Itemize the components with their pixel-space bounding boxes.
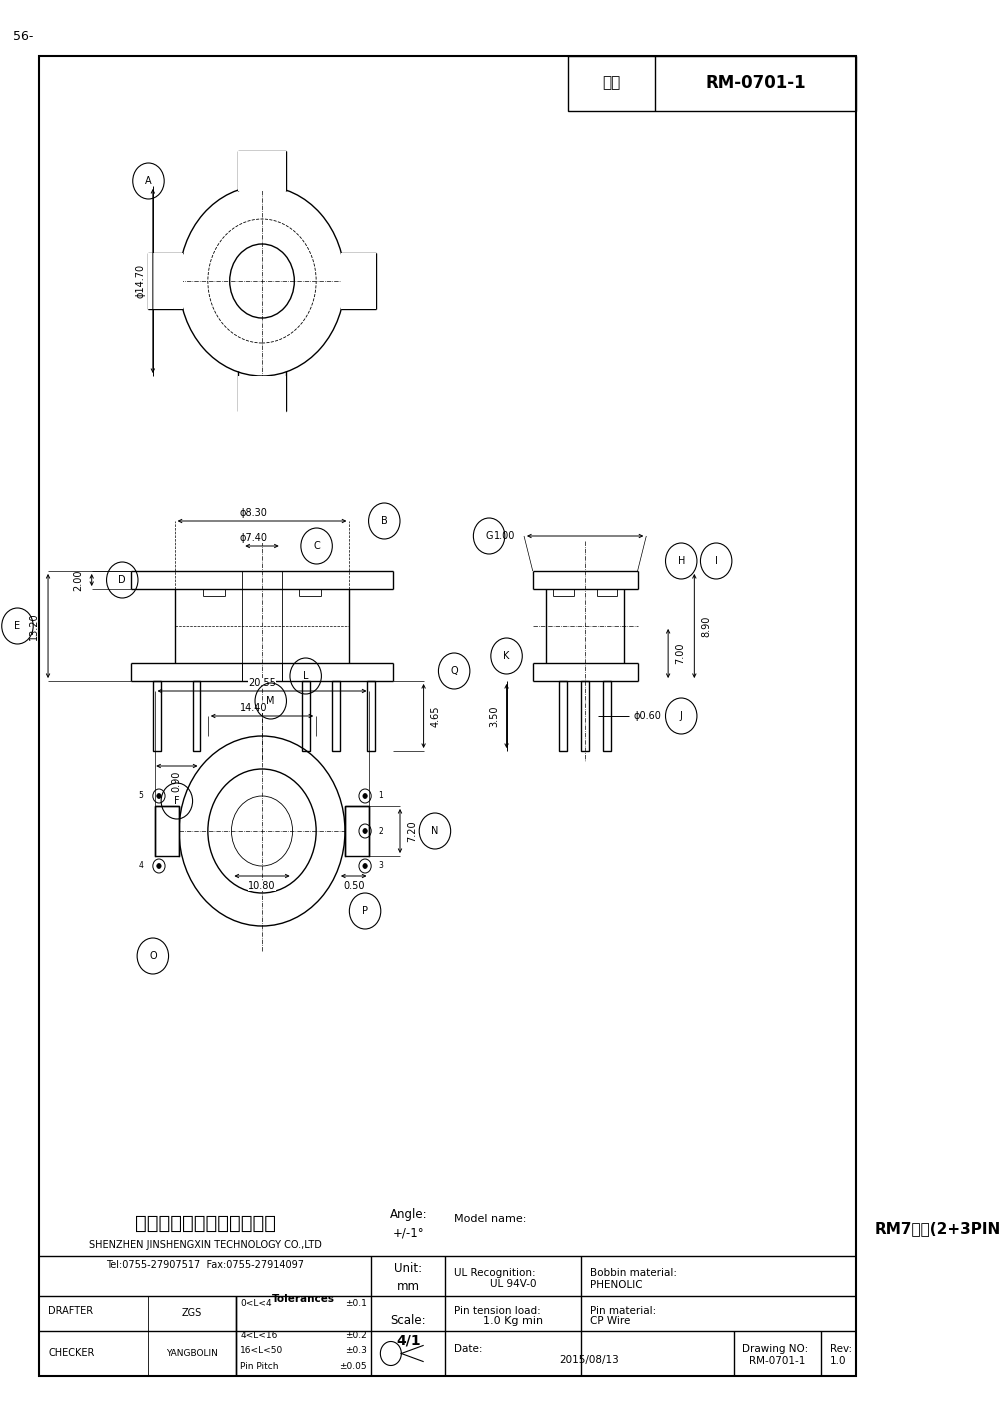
Bar: [148, 254, 183, 310]
Text: CHECKER: CHECKER: [48, 1349, 94, 1359]
Text: F: F: [174, 796, 180, 806]
Text: ZGS: ZGS: [182, 1309, 202, 1318]
Circle shape: [157, 863, 161, 869]
Text: 56-: 56-: [13, 29, 33, 42]
Text: ±0.05: ±0.05: [339, 1362, 367, 1372]
Text: CP Wire: CP Wire: [590, 1317, 630, 1327]
Bar: [332, 681, 340, 751]
Text: 深圳市金盛鑫科技有限公司: 深圳市金盛鑫科技有限公司: [135, 1215, 276, 1233]
Text: Model name:: Model name:: [454, 1213, 527, 1223]
Bar: [193, 681, 200, 751]
Text: K: K: [503, 651, 510, 661]
Text: M: M: [266, 696, 275, 706]
Bar: [345, 806, 369, 856]
Text: 7.00: 7.00: [675, 643, 685, 664]
Text: 1.00: 1.00: [494, 531, 515, 541]
Text: Unit:: Unit:: [394, 1262, 422, 1290]
Text: E: E: [14, 621, 21, 630]
Text: 0<L<4: 0<L<4: [240, 1300, 272, 1309]
Text: L: L: [303, 671, 308, 681]
Text: Rev:: Rev:: [830, 1344, 852, 1353]
Text: D: D: [118, 574, 126, 586]
Text: Scale:: Scale:: [390, 1314, 426, 1328]
Text: 4<L<16: 4<L<16: [240, 1331, 278, 1341]
Bar: [568, 56, 856, 111]
Text: P: P: [362, 906, 368, 916]
Text: G: G: [485, 531, 493, 541]
Text: 14.40: 14.40: [240, 703, 267, 713]
Text: ϕ14.70: ϕ14.70: [136, 263, 146, 298]
Text: Pin Pitch: Pin Pitch: [240, 1362, 279, 1372]
Text: ϕ0.60: ϕ0.60: [633, 710, 661, 722]
Text: 20.55: 20.55: [248, 678, 276, 688]
Text: Drawing NO:: Drawing NO:: [742, 1344, 809, 1353]
Bar: [367, 681, 375, 751]
Text: SHENZHEN JINSHENGXIN TECHNOLOGY CO.,LTD: SHENZHEN JINSHENGXIN TECHNOLOGY CO.,LTD: [89, 1240, 322, 1251]
Bar: [238, 375, 286, 416]
Circle shape: [363, 828, 367, 834]
Text: I: I: [715, 556, 718, 566]
Text: 2015/08/13: 2015/08/13: [560, 1356, 619, 1366]
Text: ±0.2: ±0.2: [345, 1331, 367, 1341]
Text: Angle:
+/-1°: Angle: +/-1°: [389, 1208, 427, 1238]
Text: 1: 1: [378, 792, 383, 800]
Text: Date:: Date:: [454, 1344, 483, 1353]
Text: 16<L<50: 16<L<50: [240, 1346, 283, 1355]
Text: 1.0 Kg min: 1.0 Kg min: [483, 1317, 543, 1327]
Text: A: A: [145, 177, 152, 186]
Text: Pin material:: Pin material:: [590, 1306, 656, 1316]
Text: 3.50: 3.50: [490, 705, 500, 727]
Text: Tel:0755-27907517  Fax:0755-27914097: Tel:0755-27907517 Fax:0755-27914097: [106, 1261, 304, 1271]
Text: C: C: [313, 541, 320, 551]
Text: ϕ7.40: ϕ7.40: [239, 532, 267, 544]
Bar: [155, 806, 179, 856]
Bar: [603, 681, 611, 751]
Text: UL Recognition:: UL Recognition:: [454, 1268, 536, 1278]
Text: H: H: [678, 556, 685, 566]
Text: ϕ8.30: ϕ8.30: [239, 509, 267, 518]
Text: O: O: [149, 951, 157, 961]
Text: N: N: [431, 827, 439, 836]
Text: 2: 2: [378, 827, 383, 835]
Circle shape: [157, 793, 161, 799]
Circle shape: [363, 793, 367, 799]
Text: DRAFTER: DRAFTER: [48, 1306, 93, 1316]
Text: 0.90: 0.90: [172, 771, 182, 793]
Text: Tolerances: Tolerances: [272, 1295, 335, 1304]
Text: RM-0701-1: RM-0701-1: [749, 1356, 805, 1366]
Text: B: B: [381, 516, 388, 525]
Text: YANGBOLIN: YANGBOLIN: [166, 1349, 218, 1358]
Text: 2.00: 2.00: [73, 569, 83, 591]
Text: mm: mm: [397, 1279, 420, 1293]
Text: UL 94V-0: UL 94V-0: [490, 1279, 536, 1289]
Text: 0.50: 0.50: [343, 881, 364, 891]
Text: 1.0: 1.0: [830, 1356, 847, 1366]
Text: 5: 5: [138, 792, 143, 800]
Text: 10.80: 10.80: [248, 881, 276, 891]
Text: PHENOLIC: PHENOLIC: [590, 1281, 642, 1290]
Bar: [153, 681, 161, 751]
Text: Pin tension load:: Pin tension load:: [454, 1306, 541, 1316]
Text: RM7立式(2+3PIN): RM7立式(2+3PIN): [874, 1222, 1000, 1236]
Circle shape: [363, 863, 367, 869]
Text: 4: 4: [138, 862, 143, 870]
Text: Bobbin material:: Bobbin material:: [590, 1268, 677, 1278]
Text: 13.20: 13.20: [29, 612, 39, 640]
Text: 4.65: 4.65: [431, 705, 441, 727]
Text: Q: Q: [450, 665, 458, 677]
Text: 3: 3: [378, 862, 383, 870]
Text: ±0.1: ±0.1: [345, 1300, 367, 1309]
Bar: [559, 681, 567, 751]
Text: 型号: 型号: [602, 76, 620, 91]
Bar: [238, 151, 286, 191]
Bar: [302, 681, 310, 751]
Bar: [341, 254, 376, 310]
Text: ±0.3: ±0.3: [345, 1346, 367, 1355]
Text: 7.20: 7.20: [407, 820, 417, 842]
Text: 4/1: 4/1: [396, 1334, 421, 1348]
Text: J: J: [680, 710, 683, 722]
Text: RM-0701-1: RM-0701-1: [705, 74, 806, 92]
Text: 8.90: 8.90: [701, 615, 711, 636]
Bar: [581, 681, 589, 751]
